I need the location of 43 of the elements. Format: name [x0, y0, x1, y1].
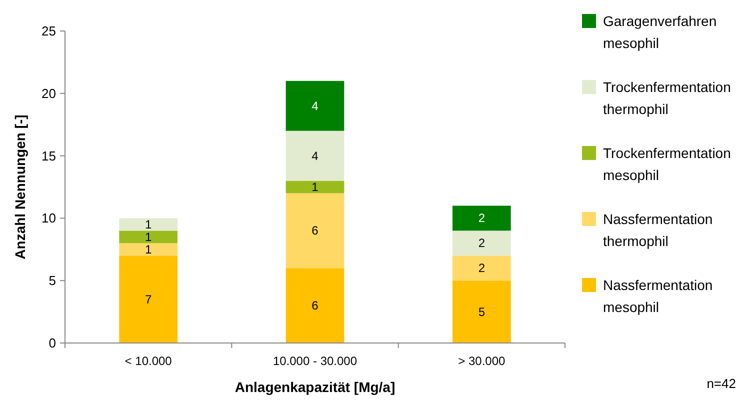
y-tick-label: 5: [48, 273, 56, 288]
bar: [286, 130, 344, 181]
data-label: 1: [144, 230, 152, 244]
data-label: 5: [478, 304, 486, 319]
bar: [452, 280, 511, 343]
bar: [286, 180, 344, 194]
y-tick-label: 20: [42, 86, 56, 101]
bar: [119, 256, 178, 343]
data-label: 6: [312, 298, 319, 313]
bar: [286, 193, 344, 268]
legend-label: Garagenverfahren mesophil: [603, 13, 717, 51]
bar: [452, 206, 511, 231]
y-tick-label: 15: [42, 148, 56, 164]
bar: [119, 218, 178, 231]
data-label: 1: [312, 180, 319, 194]
data-label: 7: [144, 292, 152, 306]
y-tick-label: 0: [48, 336, 56, 350]
data-label: 1: [144, 217, 152, 232]
data-label: 2: [478, 236, 486, 250]
data-label: 1: [144, 242, 152, 256]
bar: [452, 230, 511, 256]
data-label: 2: [478, 261, 486, 276]
x-tick-label: > 30.000: [458, 354, 506, 368]
legend-label: Nassfermentation mesophil: [603, 277, 713, 315]
x-tick-label: < 10.000: [124, 354, 172, 368]
y-tick-label: 25: [42, 24, 56, 38]
y-tick-label: 10: [42, 210, 56, 226]
bar: [452, 256, 511, 281]
data-label: 2: [478, 211, 486, 226]
legend-label: Trockenfermentation thermophil: [603, 79, 731, 117]
bar: [119, 230, 178, 244]
bar: [286, 268, 344, 343]
legend-label: Nassfermentation thermophil: [603, 211, 713, 249]
bar: [286, 80, 344, 131]
bar: [119, 243, 178, 256]
data-label: 6: [312, 224, 319, 238]
text: n=42: [706, 376, 736, 391]
data-label: 4: [312, 148, 319, 163]
y-axis-title: Anzahl Nennungen [-]: [12, 114, 28, 260]
x-tick-label: 10.000 - 30.000: [272, 354, 358, 368]
x-axis-title: Anlagenkapazität [Mg/a]: [234, 379, 396, 395]
data-label: 4: [312, 98, 319, 113]
legend-label: Trockenfermentation mesophil: [603, 145, 731, 183]
